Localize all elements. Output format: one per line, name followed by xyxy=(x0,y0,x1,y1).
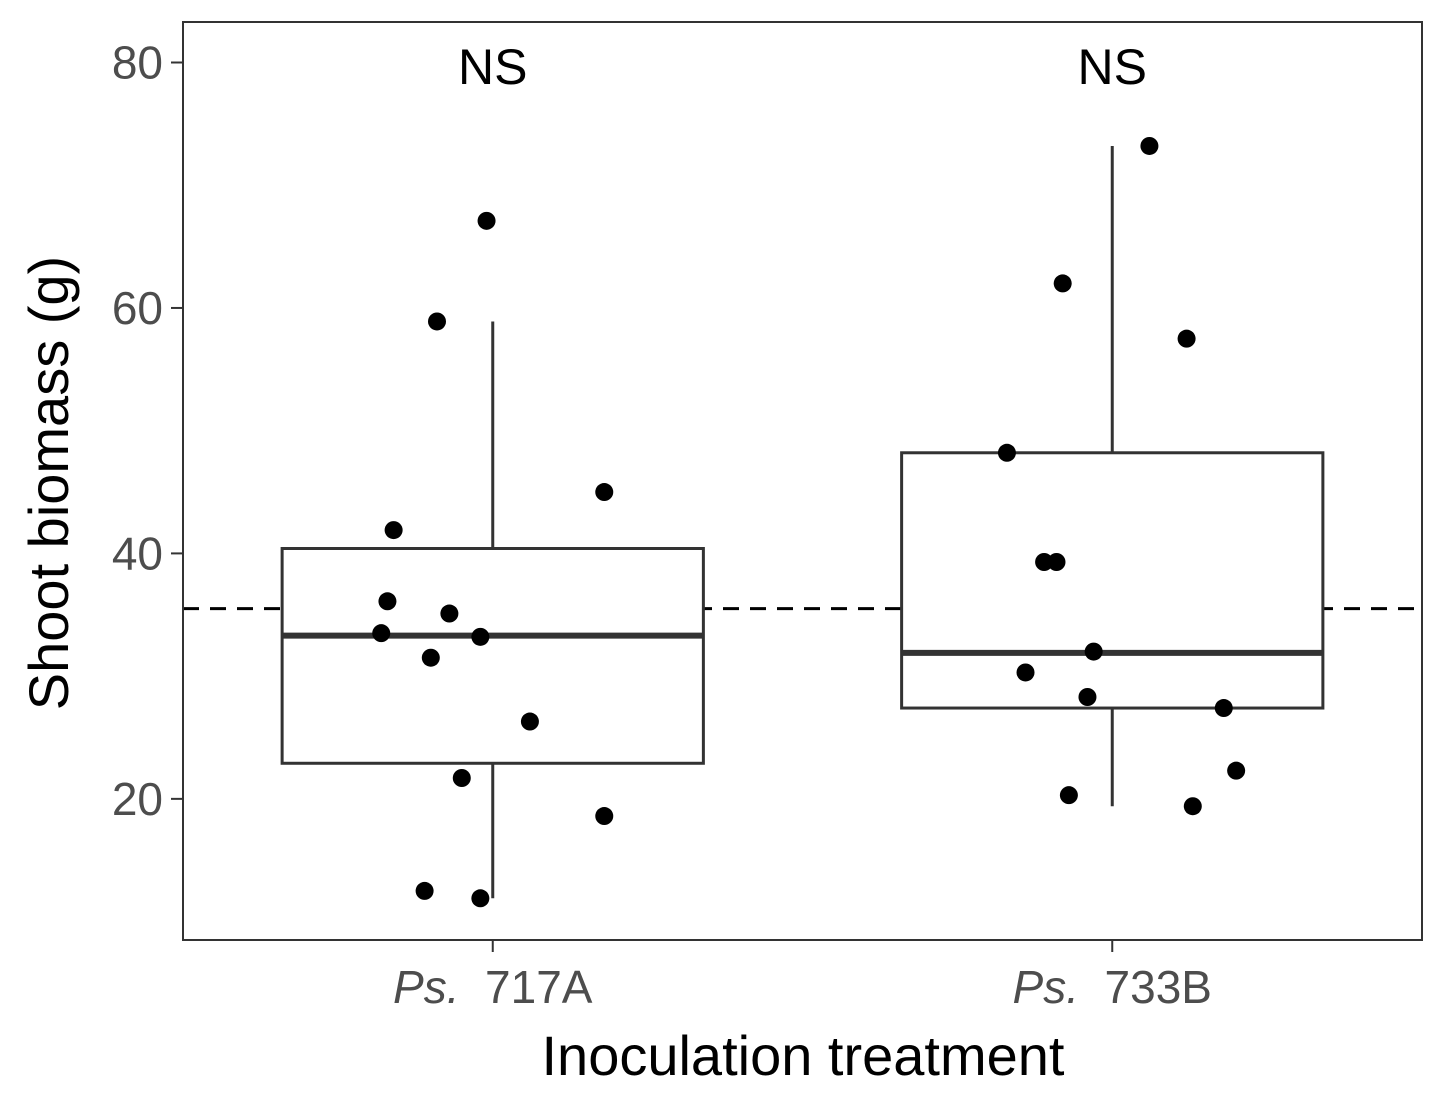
boxplot-layer xyxy=(280,145,1325,899)
points-layer xyxy=(372,136,1246,908)
data-point xyxy=(372,624,391,643)
axis-layer: NS Ps. 717A NS Ps. 733B 20 40 60 80 xyxy=(112,37,1212,1014)
x-tick-label-name: 733B xyxy=(1079,961,1212,1013)
x-tick-label: Ps. 717A xyxy=(393,961,593,1013)
panel-border xyxy=(182,21,1423,941)
significance-annotation: NS xyxy=(1078,39,1147,95)
significance-annotation: NS xyxy=(458,39,527,95)
data-point xyxy=(477,211,496,230)
box-iqr xyxy=(900,451,1325,710)
x-tick-label: Ps. 733B xyxy=(1013,961,1212,1013)
data-point xyxy=(1016,663,1035,682)
y-tick-label: 40 xyxy=(112,527,163,579)
data-point xyxy=(1140,136,1159,155)
x-tick-label-italic: Ps. xyxy=(1013,961,1079,1013)
data-point xyxy=(1053,274,1072,293)
y-axis-title: Shoot biomass (g) xyxy=(17,256,80,710)
y-tick-label: 60 xyxy=(112,282,163,334)
data-point xyxy=(595,807,614,826)
box-iqr xyxy=(280,547,705,765)
data-point xyxy=(1059,786,1078,805)
data-point xyxy=(1227,761,1246,780)
data-point xyxy=(1047,553,1066,571)
data-point xyxy=(427,312,446,331)
data-point xyxy=(520,712,539,731)
data-point xyxy=(471,627,490,646)
x-tick-label-name: 717A xyxy=(459,961,592,1013)
data-point xyxy=(1177,329,1196,348)
data-point xyxy=(1084,642,1103,661)
data-point xyxy=(595,483,614,502)
data-point xyxy=(415,881,434,900)
data-point xyxy=(384,521,403,540)
y-tick-label: 80 xyxy=(112,37,163,89)
data-point xyxy=(452,769,471,787)
x-tick-label-italic: Ps. xyxy=(393,961,459,1013)
data-point xyxy=(1078,688,1097,706)
data-point xyxy=(997,443,1016,462)
data-point xyxy=(1035,553,1054,571)
data-point xyxy=(471,889,490,908)
data-point xyxy=(378,592,397,611)
data-point xyxy=(1183,797,1202,816)
data-point xyxy=(421,648,440,667)
data-point xyxy=(1214,699,1233,718)
data-point xyxy=(440,604,459,623)
y-tick-label: 20 xyxy=(112,773,163,825)
x-axis-title: Inoculation treatment xyxy=(542,1024,1065,1087)
